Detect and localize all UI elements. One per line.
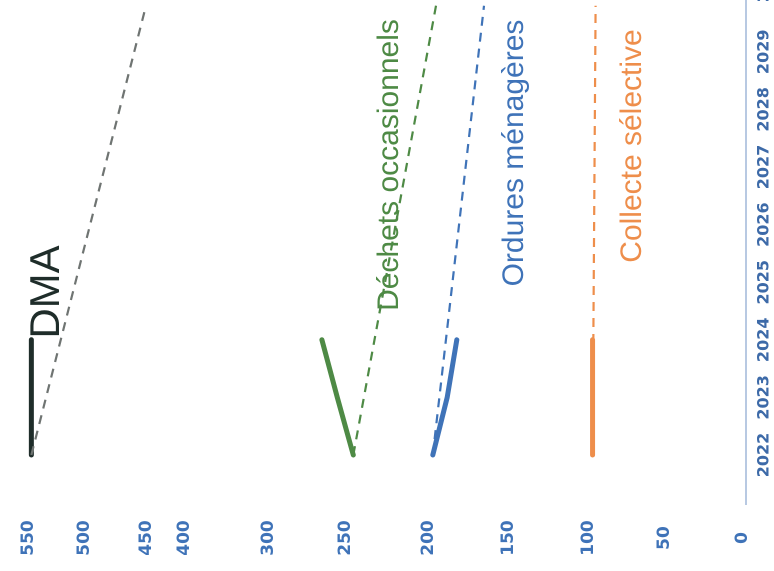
- series-line-actual: [319, 337, 356, 458]
- series-labels: DMA Déchets occasionnels Ordures ménagères…: [21, 19, 648, 339]
- series-label: Collecte sélective: [615, 29, 648, 262]
- value-tick-label: 300: [258, 520, 278, 556]
- series-line-actual: [430, 337, 460, 458]
- year-tick-label: 2022: [754, 433, 773, 478]
- value-tick-label: 50: [654, 526, 674, 550]
- value-tick-label: 200: [418, 520, 438, 556]
- series-label: Ordures ménagères: [497, 20, 530, 287]
- value-tick-label: 550: [18, 520, 38, 556]
- value-tick-label: 100: [578, 520, 598, 556]
- series-line-projection: [431, 5, 486, 456]
- series-line-projection: [591, 5, 597, 456]
- year-tick-label: 20: [754, 0, 773, 2]
- value-tick-label: 150: [498, 520, 518, 556]
- year-tick-label: 2028: [754, 87, 773, 132]
- year-tick-label: 2027: [754, 145, 773, 190]
- value-tick-label: 250: [335, 520, 355, 556]
- series-layer: [28, 5, 597, 458]
- value-tick-label: 0: [732, 532, 752, 544]
- year-tick-label: 2029: [754, 30, 773, 75]
- value-axis-ticks: 550 500 450 400 300 250 200 150 100 50 0: [18, 520, 752, 556]
- year-axis-ticks: 2022 2023 2024 2025 2026 2027 2028 2029 20: [754, 0, 773, 477]
- series-line-projection: [352, 5, 438, 456]
- value-tick-label: 450: [136, 520, 156, 556]
- series-line-projection: [30, 5, 148, 456]
- value-tick-label: 500: [74, 520, 94, 556]
- year-tick-label: 2026: [754, 202, 773, 247]
- value-tick-label: 400: [174, 520, 194, 556]
- year-tick-label: 2025: [754, 260, 773, 305]
- year-tick-label: 2024: [754, 318, 773, 363]
- series-label: DMA: [21, 245, 68, 338]
- year-tick-label: 2023: [754, 375, 773, 420]
- series-label: Déchets occasionnels: [372, 19, 405, 311]
